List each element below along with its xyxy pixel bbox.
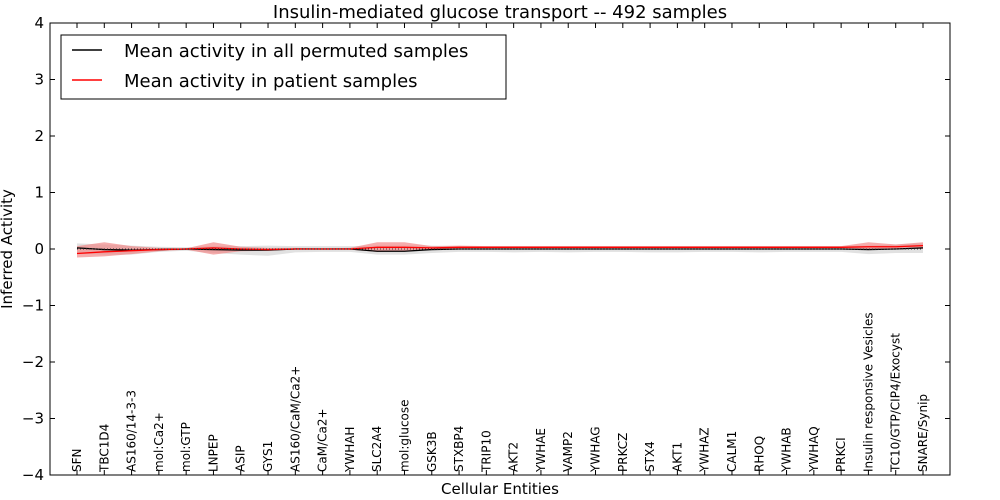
x-tick-label: AKT1: [670, 442, 684, 472]
x-tick-label: YWHAE: [534, 428, 548, 473]
x-tick-label: TRIP10: [479, 430, 493, 473]
x-tick-label: YWHAG: [589, 426, 603, 473]
x-tick-label: YWHAZ: [698, 427, 712, 473]
x-tick-label: mol:GTP: [179, 422, 193, 472]
x-tick-label: CALM1: [725, 431, 739, 472]
y-tick-label: 0: [34, 240, 44, 258]
legend: Mean activity in all permuted samples Me…: [60, 34, 507, 100]
x-tick-label: mol:Ca2+: [152, 412, 166, 472]
x-tick-label: AS160/CaM/Ca2+: [288, 366, 302, 472]
series-lines: [76, 244, 924, 255]
x-tick-label: YWHAQ: [807, 426, 821, 473]
x-tick-label: TC10/GTP/CIP4/Exocyst: [889, 333, 903, 473]
legend-label-patient: Mean activity in patient samples: [124, 71, 418, 92]
y-axis-title: Inferred Activity: [0, 189, 16, 309]
y-tick-label: −4: [22, 466, 44, 484]
x-tick-label: mol:glucose: [397, 399, 411, 472]
y-tick-label: −2: [22, 353, 44, 371]
y-tick-label: 4: [34, 14, 44, 32]
x-tick-label: STXBP4: [452, 426, 466, 472]
x-tick-label: ASIP: [234, 445, 248, 472]
chart-title: Insulin-mediated glucose transport -- 49…: [273, 2, 727, 23]
x-tick-label: GYS1: [261, 441, 275, 472]
x-tick-label: Insulin responsive Vesicles: [861, 312, 875, 472]
x-tick-label: SLC2A4: [370, 426, 384, 472]
x-tick-label: STX4: [643, 441, 657, 472]
legend-label-permuted: Mean activity in all permuted samples: [124, 41, 468, 62]
x-tick-label: TBC1D4: [97, 424, 111, 473]
x-tick-label: PRKCZ: [616, 433, 630, 472]
x-tick-label: CaM/Ca2+: [316, 408, 330, 472]
x-tick-label: YWHAB: [780, 427, 794, 473]
x-tick-label: SNARE/Synip: [916, 394, 930, 472]
y-tick-label: 1: [34, 184, 44, 202]
line-patient: [76, 244, 924, 255]
x-axis: SFN TBC1D4 AS160/14-3-3 mol:Ca2+ mol:GTP LNPE…: [70, 23, 930, 475]
x-tick-label: YWHAH: [343, 427, 357, 473]
x-axis-title: Cellular Entities: [441, 480, 559, 498]
y-axis: −4 −3 −2 −1 0 1 2 3 4: [22, 14, 950, 484]
x-tick-label: RHOQ: [752, 436, 766, 472]
y-tick-label: 2: [34, 127, 44, 145]
x-tick-label: PRKCI: [834, 437, 848, 472]
x-tick-label: VAMP2: [561, 431, 575, 472]
x-tick-label: LNPEP: [206, 434, 220, 472]
y-tick-label: −1: [22, 297, 44, 315]
x-tick-label: AKT2: [507, 442, 521, 472]
x-tick-label: GSK3B: [425, 431, 439, 472]
legend-box: [60, 34, 507, 100]
y-tick-label: 3: [34, 71, 44, 89]
x-tick-label: SFN: [70, 449, 84, 473]
y-tick-label: −3: [22, 410, 44, 428]
x-tick-label: AS160/14-3-3: [125, 390, 139, 472]
